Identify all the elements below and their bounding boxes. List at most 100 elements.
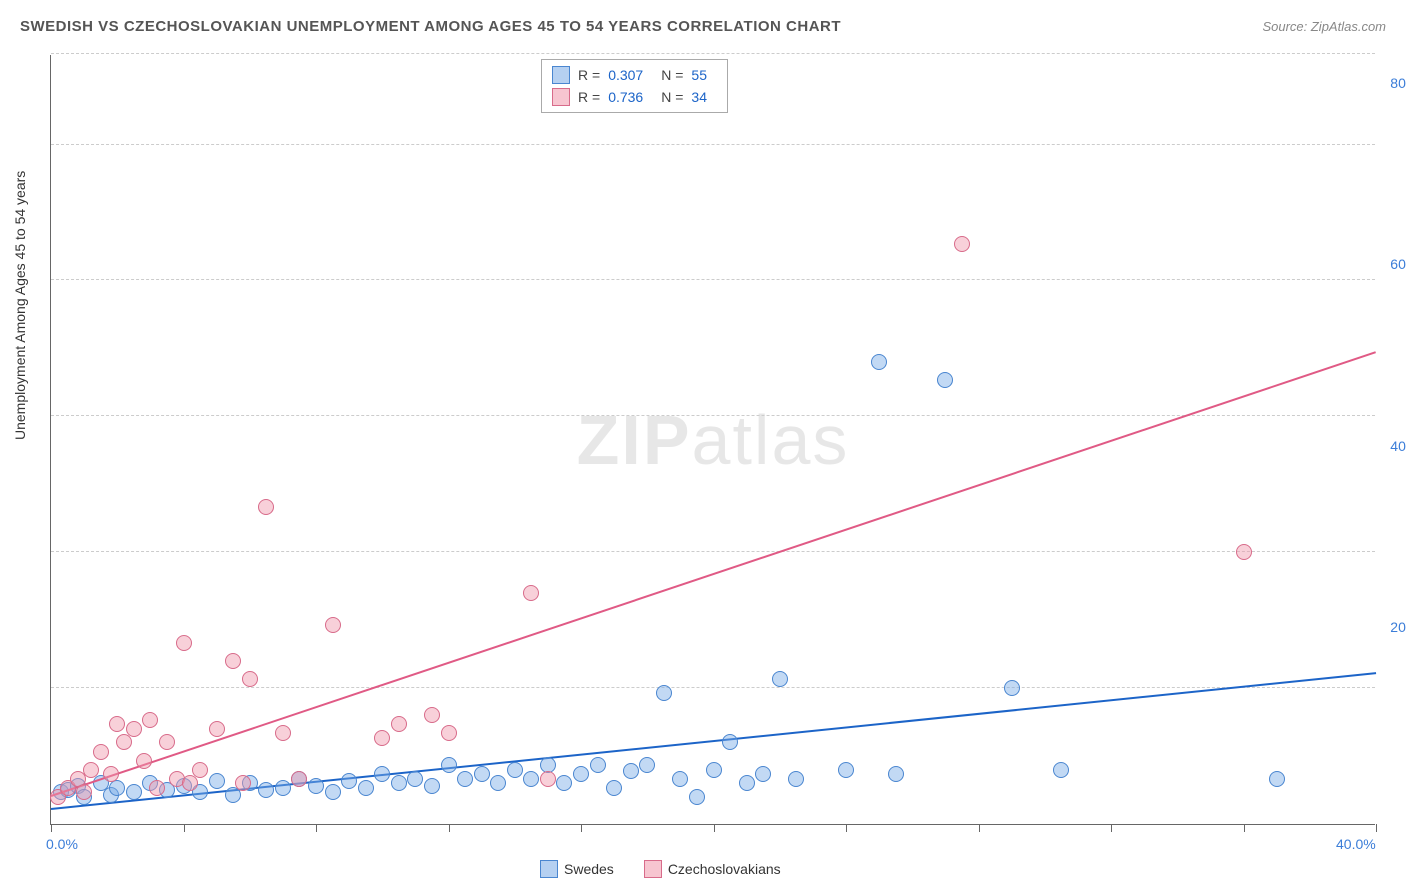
data-point [954,236,970,252]
data-point [689,789,705,805]
data-point [182,775,198,791]
data-point [275,725,291,741]
data-point [275,780,291,796]
data-point [235,775,251,791]
x-tick [1244,824,1245,832]
data-point [116,734,132,750]
data-point [341,773,357,789]
x-tick [449,824,450,832]
data-point [590,757,606,773]
data-point [871,354,887,370]
data-point [672,771,688,787]
data-point [556,775,572,791]
data-point [755,766,771,782]
data-point [706,762,722,778]
data-point [474,766,490,782]
y-tick-label: 80.0% [1390,75,1406,91]
data-point [623,763,639,779]
legend: Swedes Czechoslovakians [540,860,781,878]
data-point [739,775,755,791]
x-tick [846,824,847,832]
y-tick-label: 20.0% [1390,619,1406,635]
data-point [159,734,175,750]
data-point [937,372,953,388]
data-point [540,771,556,787]
data-point [258,782,274,798]
data-point [407,771,423,787]
data-point [888,766,904,782]
swatch-pink [644,860,662,878]
data-point [424,707,440,723]
data-point [838,762,854,778]
data-point [441,725,457,741]
data-point [772,671,788,687]
data-point [441,757,457,773]
trend-line-czechoslovakians [51,351,1377,797]
gridline [51,687,1375,688]
stats-row: R = 0.307 N = 55 [552,64,717,86]
swatch-blue [540,860,558,878]
source-label: Source: ZipAtlas.com [1262,19,1386,34]
data-point [391,716,407,732]
data-point [358,780,374,796]
y-tick-label: 40.0% [1390,438,1406,454]
data-point [192,762,208,778]
plot-area: ZIPatlas R = 0.307 N = 55 R = 0.736 N = … [50,55,1375,825]
gridline [51,144,1375,145]
data-point [639,757,655,773]
legend-item: Swedes [540,860,614,878]
gridline [51,279,1375,280]
data-point [325,784,341,800]
data-point [126,721,142,737]
data-point [391,775,407,791]
stats-box: R = 0.307 N = 55 R = 0.736 N = 34 [541,59,728,113]
data-point [76,784,92,800]
data-point [225,653,241,669]
data-point [209,721,225,737]
data-point [83,762,99,778]
swatch-blue [552,66,570,84]
data-point [136,753,152,769]
data-point [126,784,142,800]
chart-header: SWEDISH VS CZECHOSLOVAKIAN UNEMPLOYMENT … [20,18,1386,35]
data-point [325,617,341,633]
data-point [573,766,589,782]
data-point [176,635,192,651]
data-point [374,730,390,746]
data-point [93,744,109,760]
data-point [722,734,738,750]
data-point [258,499,274,515]
data-point [1004,680,1020,696]
data-point [103,766,119,782]
x-tick [1111,824,1112,832]
y-axis-title: Unemployment Among Ages 45 to 54 years [12,171,28,440]
x-tick [979,824,980,832]
x-tick-label: 40.0% [1336,836,1376,852]
data-point [142,712,158,728]
data-point [523,771,539,787]
chart-title: SWEDISH VS CZECHOSLOVAKIAN UNEMPLOYMENT … [20,18,841,35]
data-point [291,771,307,787]
data-point [490,775,506,791]
data-point [1269,771,1285,787]
data-point [656,685,672,701]
x-tick [581,824,582,832]
gridline [51,551,1375,552]
data-point [109,716,125,732]
data-point [788,771,804,787]
data-point [1236,544,1252,560]
data-point [424,778,440,794]
data-point [149,780,165,796]
watermark: ZIPatlas [577,400,850,480]
data-point [209,773,225,789]
x-tick [1376,824,1377,832]
x-tick [51,824,52,832]
x-tick-label: 0.0% [46,836,78,852]
stats-row: R = 0.736 N = 34 [552,86,717,108]
data-point [109,780,125,796]
swatch-pink [552,88,570,106]
gridline [51,53,1375,54]
data-point [507,762,523,778]
x-tick [316,824,317,832]
data-point [242,671,258,687]
